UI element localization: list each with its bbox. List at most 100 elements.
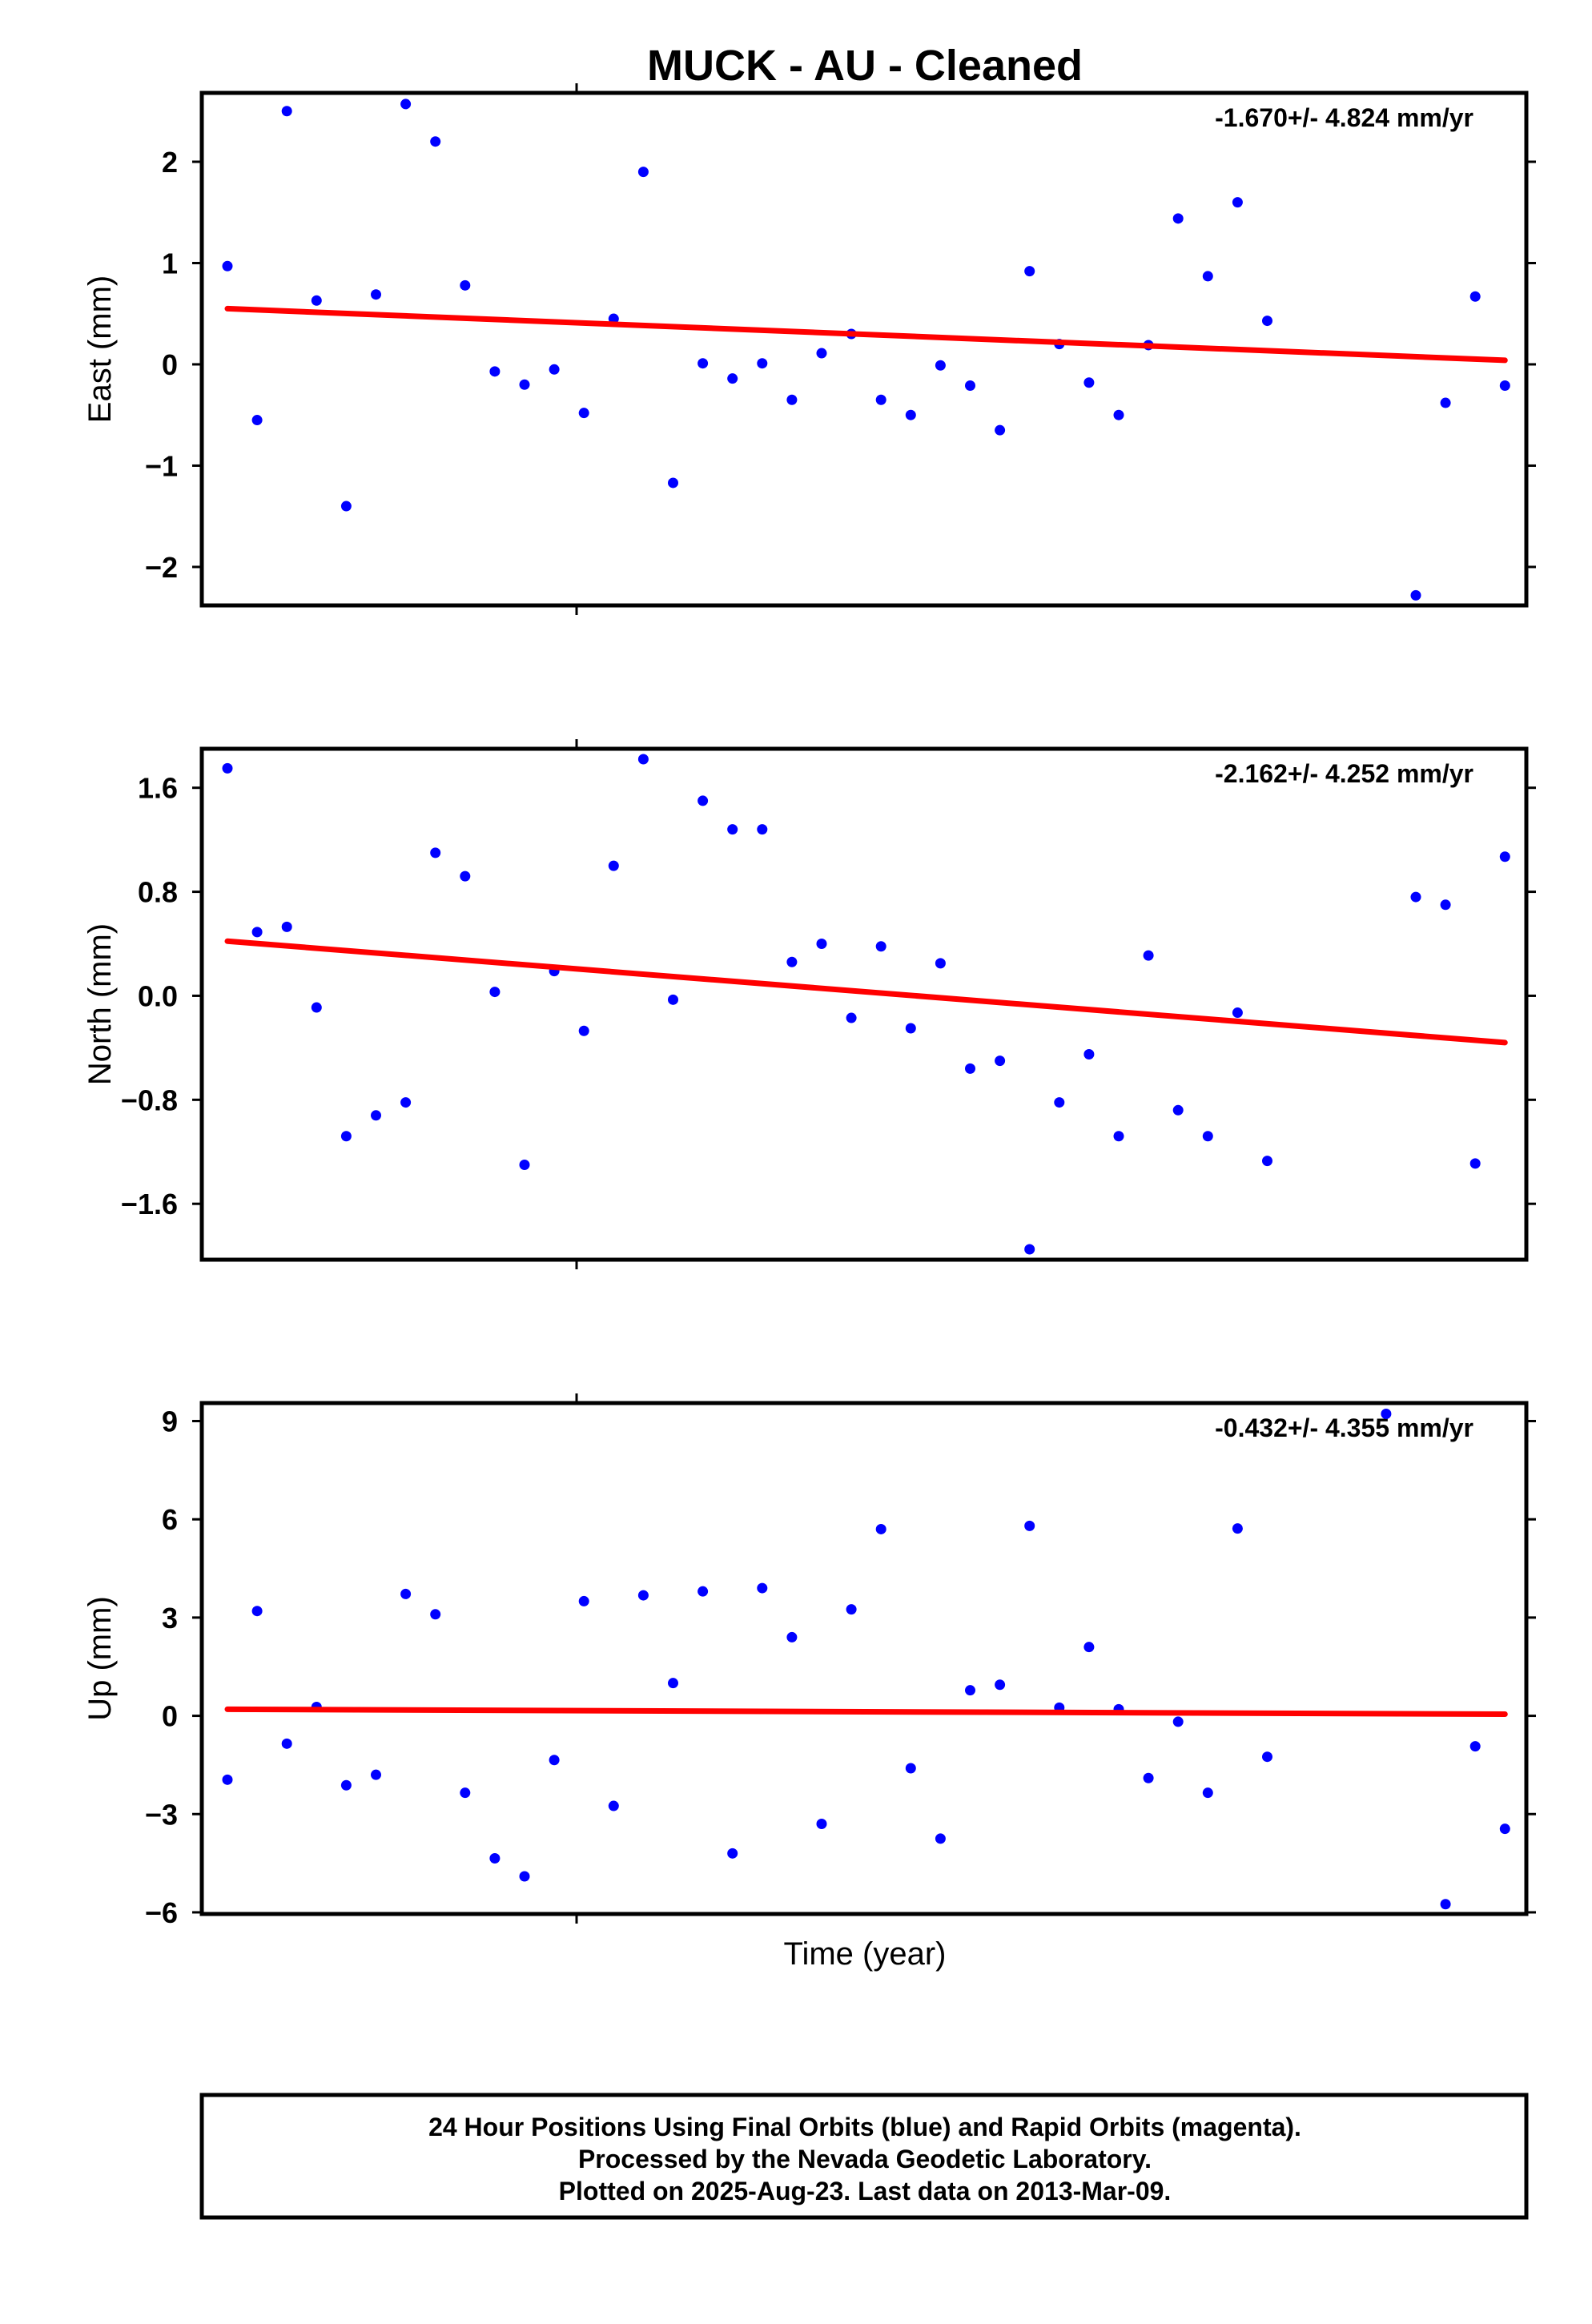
- up-data-point: [549, 1755, 560, 1766]
- north-data-point: [1143, 950, 1154, 961]
- up-data-point: [251, 1606, 263, 1617]
- east-data-point: [519, 379, 530, 390]
- north-data-point: [1410, 891, 1421, 903]
- north-panel: 1.6 0.8 0.0 −0.8 −1.6 North (mm) -2.162+/- 4.2…: [82, 739, 1536, 1269]
- east-data-point: [698, 358, 709, 369]
- up-data-point: [400, 1588, 412, 1599]
- up-data-point: [935, 1833, 946, 1844]
- east-data-point: [1113, 409, 1124, 420]
- north-data-point: [1113, 1131, 1124, 1142]
- up-data-point: [727, 1848, 738, 1859]
- east-ytick-label: 0: [162, 348, 178, 381]
- east-data-point: [549, 364, 560, 375]
- up-data-point: [816, 1819, 827, 1830]
- east-data-point: [340, 501, 352, 512]
- up-data-point: [875, 1523, 886, 1534]
- east-trend-line: [224, 305, 1508, 364]
- east-data-point: [905, 409, 916, 420]
- east-data-point: [1202, 271, 1213, 282]
- up-data-point: [519, 1871, 530, 1882]
- up-ytick-label: 9: [162, 1405, 178, 1437]
- up-data-point: [1083, 1642, 1095, 1653]
- footer-line-2: Processed by the Nevada Geodetic Laborat…: [578, 2145, 1152, 2173]
- up-data-point: [757, 1582, 768, 1594]
- east-data-point: [1469, 291, 1481, 302]
- east-data-point: [1083, 377, 1095, 388]
- up-data-point: [1262, 1751, 1272, 1763]
- east-data-point: [757, 358, 768, 369]
- north-ytick-label: 0.0: [138, 979, 178, 1012]
- panels: 2 1 0 −1 −2 East (mm) -1.670+/- 4.824 mm/yr 1.6…: [82, 83, 1536, 1929]
- north-data-point: [460, 870, 471, 882]
- east-data-point: [578, 408, 589, 419]
- east-data-point: [281, 106, 292, 117]
- north-data-point: [637, 754, 649, 765]
- north-data-point: [311, 1002, 322, 1013]
- up-ytick-label: 6: [162, 1503, 178, 1536]
- east-data-point: [935, 360, 946, 371]
- north-data-point: [281, 921, 292, 932]
- up-data-point: [965, 1685, 975, 1696]
- up-rate-label: -0.432+/- 4.355 mm/yr: [1215, 1413, 1473, 1442]
- north-ytick-label: −0.8: [121, 1084, 178, 1116]
- north-data-point: [489, 987, 501, 998]
- north-data-point: [816, 939, 827, 950]
- north-data-point: [430, 847, 441, 858]
- up-data-point: [608, 1800, 619, 1811]
- footer-box: [199, 2093, 1529, 2220]
- up-data-point: [1024, 1520, 1035, 1531]
- footer-line-1: 24 Hour Positions Using Final Orbits (bl…: [428, 2113, 1301, 2141]
- north-data-point: [371, 1110, 381, 1121]
- east-data-point: [489, 366, 501, 377]
- east-data-point: [668, 477, 678, 489]
- up-data-point: [637, 1590, 649, 1601]
- north-data-point: [222, 762, 233, 774]
- east-data-point: [1262, 316, 1272, 327]
- up-data-point: [371, 1769, 381, 1780]
- x-axis-label: Time (year): [784, 1936, 947, 1972]
- east-data-point: [965, 380, 975, 392]
- north-trend-line: [224, 938, 1508, 1046]
- north-data-point: [1054, 1097, 1065, 1108]
- north-data-point: [1499, 851, 1510, 862]
- up-data-point: [668, 1678, 678, 1689]
- footer-line-3: Plotted on 2025-Aug-23. Last data on 201…: [559, 2177, 1172, 2205]
- up-data-point: [995, 1679, 1006, 1691]
- north-data-point: [727, 824, 738, 835]
- up-data-point: [1202, 1787, 1213, 1799]
- north-data-point: [846, 1012, 857, 1023]
- up-data-point: [1381, 1408, 1392, 1419]
- up-data-point: [846, 1604, 857, 1615]
- up-ytick-label: 3: [162, 1602, 178, 1634]
- up-data-point: [1469, 1741, 1481, 1752]
- north-data-point: [1024, 1244, 1035, 1255]
- east-data-point: [371, 289, 381, 300]
- north-data-point: [1172, 1104, 1184, 1116]
- north-data-point: [905, 1023, 916, 1034]
- north-data-point: [400, 1097, 412, 1108]
- up-data-point: [578, 1595, 589, 1606]
- north-data-point: [1202, 1131, 1213, 1142]
- up-data-point: [1499, 1823, 1510, 1835]
- east-ytick-label: −2: [145, 551, 178, 584]
- east-data-point: [1024, 266, 1035, 277]
- north-rate-label: -2.162+/- 4.252 mm/yr: [1215, 759, 1473, 788]
- north-ytick-label: 1.6: [138, 772, 178, 805]
- up-ytick-label: 0: [162, 1700, 178, 1733]
- north-data-point: [698, 795, 709, 806]
- north-data-point: [757, 824, 768, 835]
- north-plot-frame: [199, 746, 1529, 1262]
- up-ytick-label: −3: [145, 1798, 178, 1831]
- chart-title: MUCK - AU - Cleaned: [647, 42, 1083, 90]
- north-data-point: [965, 1063, 975, 1074]
- east-data-point: [311, 295, 322, 306]
- east-data-point: [875, 394, 886, 405]
- up-y-axis-label: Up (mm): [82, 1596, 118, 1721]
- east-rate-label: -1.670+/- 4.824 mm/yr: [1215, 103, 1473, 132]
- north-data-point: [786, 956, 798, 967]
- east-data-point: [460, 279, 471, 291]
- up-data-point: [489, 1852, 501, 1864]
- north-ytick-label: 0.8: [138, 876, 178, 909]
- north-data-point: [668, 994, 678, 1005]
- up-data-point: [786, 1631, 798, 1642]
